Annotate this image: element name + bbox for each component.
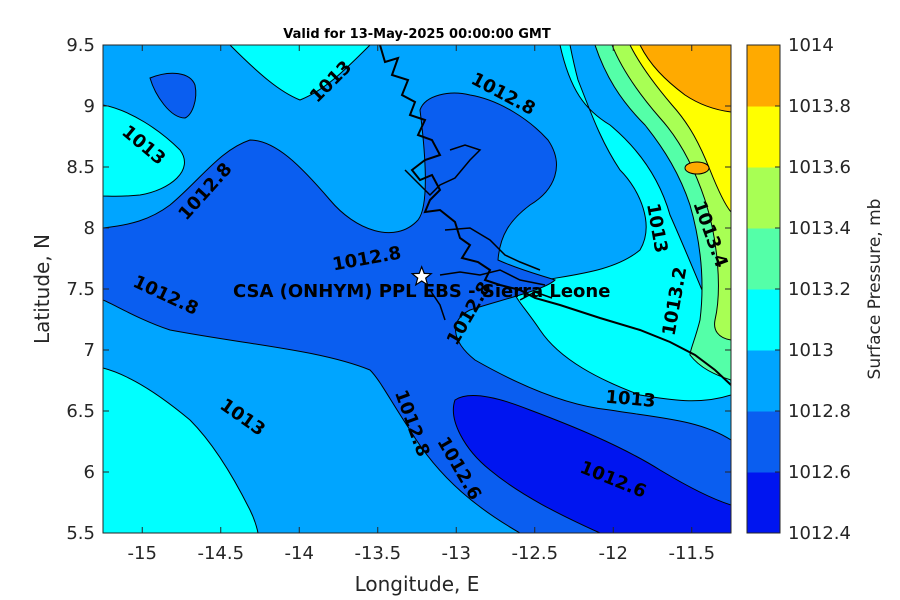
x-tick-label: -12: [599, 543, 628, 564]
colorbar-segment: [747, 228, 780, 290]
y-tick-label: 9: [84, 96, 95, 117]
x-tick-label: -13: [442, 543, 471, 564]
site-marker-group: CSA (ONHYM) PPL EBS - Sierra Leone: [233, 265, 610, 302]
y-axis-label: Latitude, N: [30, 234, 54, 344]
x-tick-label: -12.5: [511, 543, 558, 564]
y-tick-label: 6.5: [66, 401, 95, 422]
y-tick-label: 7: [84, 340, 95, 361]
y-tick-label: 8: [84, 218, 95, 239]
colorbar-segment: [747, 167, 780, 229]
colorbar-label: Surface Pressure, mb: [865, 199, 885, 380]
x-axis-label: Longitude, E: [355, 572, 480, 596]
colorbar-tick-label: 1012.4: [788, 523, 851, 544]
colorbar-tick-label: 1013.8: [788, 96, 851, 117]
x-tick-label: -11.5: [668, 543, 715, 564]
x-tick-label: -13.5: [354, 543, 401, 564]
band-1013-topleft: [103, 104, 185, 197]
chart-title: Valid for 13-May-2025 00:00:00 GMT: [283, 27, 551, 42]
colorbar-segment: [747, 289, 780, 351]
band-1013-top: [229, 45, 371, 101]
contour-label: 1013: [605, 387, 657, 412]
y-axis: 5.5 6 6.5 7 7.5 8 8.5 9 9.5: [66, 35, 731, 544]
band-1012-4: [453, 394, 731, 533]
colorbar: 1012.4 1012.6 1012.8 1013 1013.2 1013.4 1013.6…: [746, 35, 851, 544]
x-axis: -15 -14.5 -14 -13.5 -13 -12.5 -12 -11.5: [128, 45, 715, 564]
x-tick-label: -14: [285, 543, 314, 564]
colorbar-segment: [747, 45, 780, 107]
coastline-path: [379, 45, 731, 386]
contour-field: [103, 45, 731, 533]
coastline-branch: [404, 144, 553, 321]
band-1013-bottomleft: [103, 367, 259, 533]
y-tick-label: 5.5: [66, 523, 95, 544]
y-tick-label: 9.5: [66, 35, 95, 56]
y-tick-label: 6: [84, 462, 95, 483]
band-1013-8-island: [684, 161, 710, 175]
x-tick-label: -15: [128, 543, 157, 564]
colorbar-segment: [747, 106, 780, 168]
band-1012-6-blob: [149, 72, 197, 119]
colorbar-segment: [747, 411, 780, 473]
colorbar-segment: [747, 472, 780, 534]
y-tick-label: 7.5: [66, 279, 95, 300]
colorbar-tick-label: 1013.6: [788, 157, 851, 178]
x-tick-label: -14.5: [197, 543, 244, 564]
colorbar-tick-label: 1013: [788, 340, 834, 361]
colorbar-tick-label: 1012.6: [788, 462, 851, 483]
band-1012-6-main: [103, 92, 731, 533]
y-tick-label: 8.5: [66, 157, 95, 178]
star-icon: [410, 265, 433, 287]
colorbar-segment: [747, 350, 780, 412]
colorbar-tick-label: 1013.4: [788, 218, 851, 239]
band-1013-right: [513, 45, 731, 402]
site-label: CSA (ONHYM) PPL EBS - Sierra Leone: [233, 281, 610, 302]
colorbar-tick-label: 1012.8: [788, 401, 851, 422]
coastline: [379, 45, 731, 386]
colorbar-tick-label: 1014: [788, 35, 834, 56]
colorbar-tick-label: 1013.2: [788, 279, 851, 300]
band-1013-8: [639, 45, 731, 113]
